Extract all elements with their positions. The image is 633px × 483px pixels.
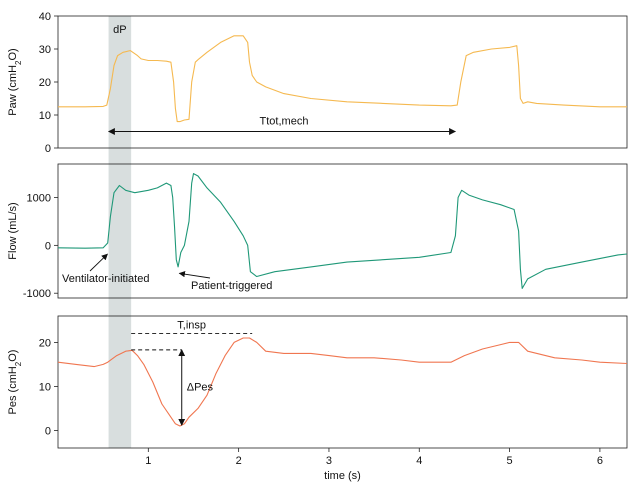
pes-axes-frame: [57, 315, 628, 449]
paw-panel: 0 10 20 30 40 Paw (cmH2O): [7, 11, 628, 155]
pes-panel: 0 10 20 1 2 3 4 5 6 time (s) Pes (cmH2O): [7, 315, 628, 482]
x-tick-label: 4: [416, 455, 422, 467]
pes-trace: [57, 337, 628, 427]
x-tick-label: 3: [326, 455, 332, 467]
flow-y-tick-label: 1000: [27, 193, 51, 205]
ttot-label: Ttot,mech: [260, 116, 309, 128]
patient-triggered-label: Patient-triggered: [191, 280, 272, 292]
flow-y-axis-label: Flow (mL/s): [7, 202, 19, 259]
patient-triggered-arrow: [178, 271, 211, 279]
flow-y-tick-label: -1000: [23, 288, 51, 300]
dp-shaded-band: [108, 16, 132, 448]
pes-y-tick-label: 20: [39, 337, 51, 349]
paw-trace: [58, 35, 627, 123]
paw-y-tick-label: 10: [39, 110, 51, 122]
x-tick-label: 2: [236, 455, 242, 467]
dpes-label: ΔPes: [187, 382, 214, 394]
flow-axes-frame: [57, 163, 628, 299]
x-tick-label: 5: [507, 455, 513, 467]
paw-y-axis-label: Paw (cmH2O): [7, 48, 23, 115]
x-tick-label: 6: [597, 455, 603, 467]
x-tick-label: 1: [145, 455, 151, 467]
pes-y-axis-label: Pes (cmH2O): [7, 350, 23, 415]
flow-panel: -1000 0 1000 Flow (mL/s): [7, 163, 628, 300]
ventilator-initiated-arrow: [89, 253, 108, 272]
x-axis-label: time (s): [324, 470, 361, 482]
flow-y-tick-label: 0: [45, 240, 51, 252]
tinsp-label: T,insp: [177, 320, 206, 332]
paw-y-tick-label: 0: [45, 143, 51, 155]
pes-y-tick-label: 10: [39, 381, 51, 393]
paw-y-tick-label: 40: [39, 11, 51, 23]
ventilator-initiated-label: Ventilator-initiated: [62, 273, 149, 285]
dp-label: dP: [113, 24, 126, 36]
flow-trace: [57, 173, 628, 289]
paw-y-tick-label: 30: [39, 44, 51, 56]
paw-y-tick-label: 20: [39, 77, 51, 89]
paw-axes-frame: [57, 15, 628, 149]
pes-y-tick-label: 0: [45, 425, 51, 437]
